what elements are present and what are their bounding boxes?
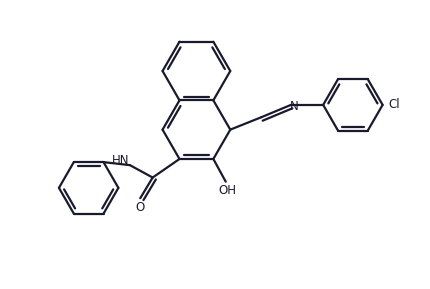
- Text: HN: HN: [112, 154, 129, 167]
- Text: Cl: Cl: [388, 98, 400, 111]
- Text: N: N: [290, 100, 299, 113]
- Text: OH: OH: [219, 184, 237, 197]
- Text: O: O: [135, 201, 145, 214]
